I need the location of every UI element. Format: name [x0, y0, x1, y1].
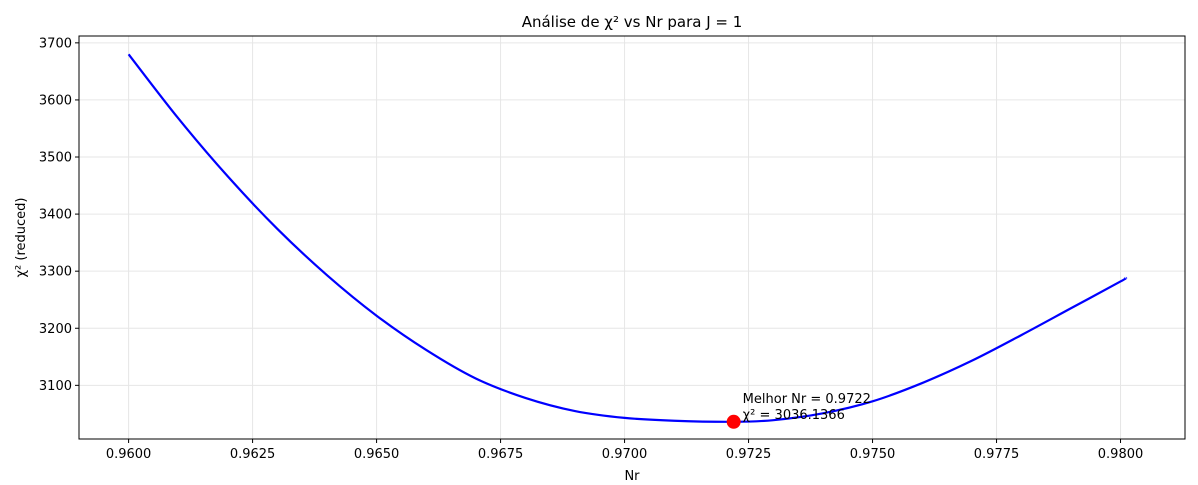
x-tick-label: 0.9750: [850, 447, 896, 462]
x-tick-label: 0.9600: [106, 447, 152, 462]
y-tick-label: 3200: [39, 322, 72, 337]
y-tick-label: 3300: [39, 265, 72, 280]
y-tick-label: 3600: [39, 93, 72, 108]
axis-ticks: 0.9600 0.9625 0.9650 0.9675 0.9700 0.9725 0.97…: [39, 36, 1143, 462]
x-tick-label: 0.9625: [230, 447, 276, 462]
chart-title: Análise de χ² vs Nr para J = 1: [522, 13, 743, 31]
grid: [79, 36, 1185, 439]
best-nr-annotation: Melhor Nr = 0.9722: [743, 392, 871, 407]
series-layer: [127, 53, 1128, 429]
plot-area-frame: [78, 35, 1186, 440]
y-tick-label: 3500: [39, 151, 72, 166]
x-tick-label: 0.9650: [354, 447, 400, 462]
x-axis-title: Nr: [624, 469, 640, 484]
y-tick-label: 3700: [39, 36, 72, 51]
annotation-layer: Melhor Nr = 0.9722 χ² = 3036.1366: [743, 392, 871, 423]
y-axis-title: χ² (reduced): [14, 198, 29, 278]
x-tick-label: 0.9725: [726, 447, 772, 462]
x-tick-label: 0.9775: [974, 447, 1020, 462]
best-point-marker: [726, 414, 741, 429]
y-tick-label: 3100: [39, 379, 72, 394]
best-chi2-annotation: χ² = 3036.1366: [743, 408, 845, 423]
x-tick-label: 0.9800: [1098, 447, 1144, 462]
x-tick-label: 0.9675: [478, 447, 524, 462]
x-tick-label: 0.9700: [602, 447, 648, 462]
y-tick-label: 3400: [39, 208, 72, 223]
chi2-series-line: [127, 53, 1128, 423]
